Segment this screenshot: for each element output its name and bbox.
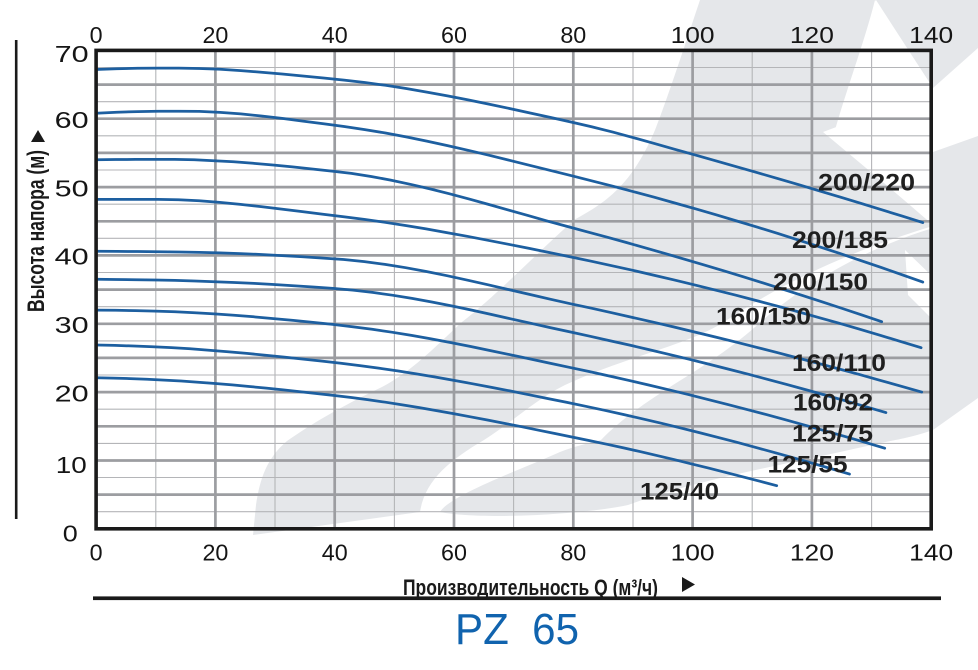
svg-text:20: 20 — [202, 540, 228, 566]
svg-text:160/92: 160/92 — [793, 390, 873, 417]
svg-text:140: 140 — [909, 540, 953, 566]
svg-text:70: 70 — [55, 41, 89, 67]
svg-text:60: 60 — [55, 107, 89, 133]
svg-text:160/150: 160/150 — [716, 304, 811, 331]
svg-text:120: 120 — [790, 540, 834, 566]
svg-text:120: 120 — [790, 22, 834, 48]
svg-text:160/110: 160/110 — [792, 350, 886, 377]
svg-text:100: 100 — [671, 22, 715, 48]
svg-text:20: 20 — [202, 22, 228, 48]
svg-text:PZ 65: PZ 65 — [455, 605, 579, 654]
svg-text:30: 30 — [55, 312, 89, 338]
svg-text:50: 50 — [55, 175, 89, 201]
svg-text:Производительность Q (м³/ч): Производительность Q (м³/ч) — [403, 575, 658, 600]
svg-text:200/185: 200/185 — [792, 227, 888, 254]
svg-text:140: 140 — [909, 22, 953, 48]
svg-text:0: 0 — [90, 540, 103, 566]
svg-text:20: 20 — [55, 380, 89, 406]
svg-text:200/220: 200/220 — [818, 170, 915, 197]
svg-text:100: 100 — [671, 540, 715, 566]
svg-text:0: 0 — [90, 22, 103, 48]
svg-text:200/150: 200/150 — [773, 269, 868, 296]
svg-text:40: 40 — [322, 22, 348, 48]
svg-text:60: 60 — [441, 22, 467, 48]
svg-text:40: 40 — [55, 244, 89, 270]
svg-text:60: 60 — [441, 540, 467, 566]
svg-text:125/40: 125/40 — [640, 479, 719, 506]
svg-text:10: 10 — [56, 452, 87, 478]
svg-text:80: 80 — [560, 22, 586, 48]
svg-text:40: 40 — [322, 540, 348, 566]
svg-text:0: 0 — [63, 521, 78, 547]
svg-text:80: 80 — [560, 540, 586, 566]
svg-text:Высота напора (м): Высота напора (м) — [23, 150, 50, 312]
svg-text:125/75: 125/75 — [792, 421, 873, 448]
svg-text:125/55: 125/55 — [768, 452, 848, 479]
